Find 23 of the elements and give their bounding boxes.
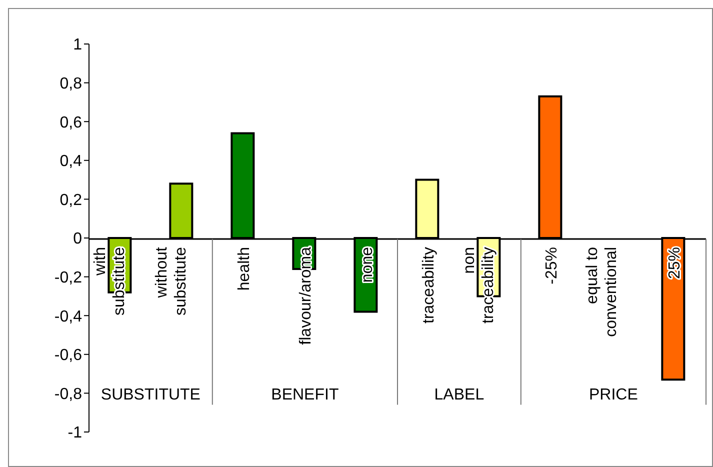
y-tick-label: 0,6 bbox=[60, 114, 82, 132]
x-tick-label: traceability bbox=[420, 247, 438, 324]
y-tick-label: -0,2 bbox=[54, 269, 82, 286]
x-tick-label: equal to conventional bbox=[584, 246, 620, 337]
y-tick-label: -0,6 bbox=[54, 347, 82, 364]
y-tick-label: -0,8 bbox=[54, 386, 82, 403]
x-tick-label: flavour/aroma bbox=[297, 246, 314, 345]
y-tick-label: 0 bbox=[73, 230, 82, 248]
annotation: PRICE bbox=[588, 386, 638, 404]
y-tick-label: -1 bbox=[68, 424, 82, 442]
y-tick-label: 1 bbox=[73, 36, 82, 54]
x-tick-label: with substitute bbox=[92, 246, 128, 316]
annotation: SUBSTITUTE bbox=[100, 386, 200, 404]
y-tick-label: 0,2 bbox=[60, 192, 82, 209]
x-tick-label: 25% bbox=[666, 247, 684, 280]
y-tick-label: 0,8 bbox=[60, 75, 82, 92]
y-tick-label: -0,4 bbox=[54, 308, 82, 326]
x-tick-label: none bbox=[358, 246, 376, 283]
annotation: BENEFIT bbox=[271, 386, 339, 404]
annotation: LABEL bbox=[434, 386, 484, 404]
x-tick-label: -25% bbox=[543, 247, 560, 284]
y-tick-label: 0,4 bbox=[60, 153, 82, 170]
x-tick-label: health bbox=[236, 247, 253, 291]
